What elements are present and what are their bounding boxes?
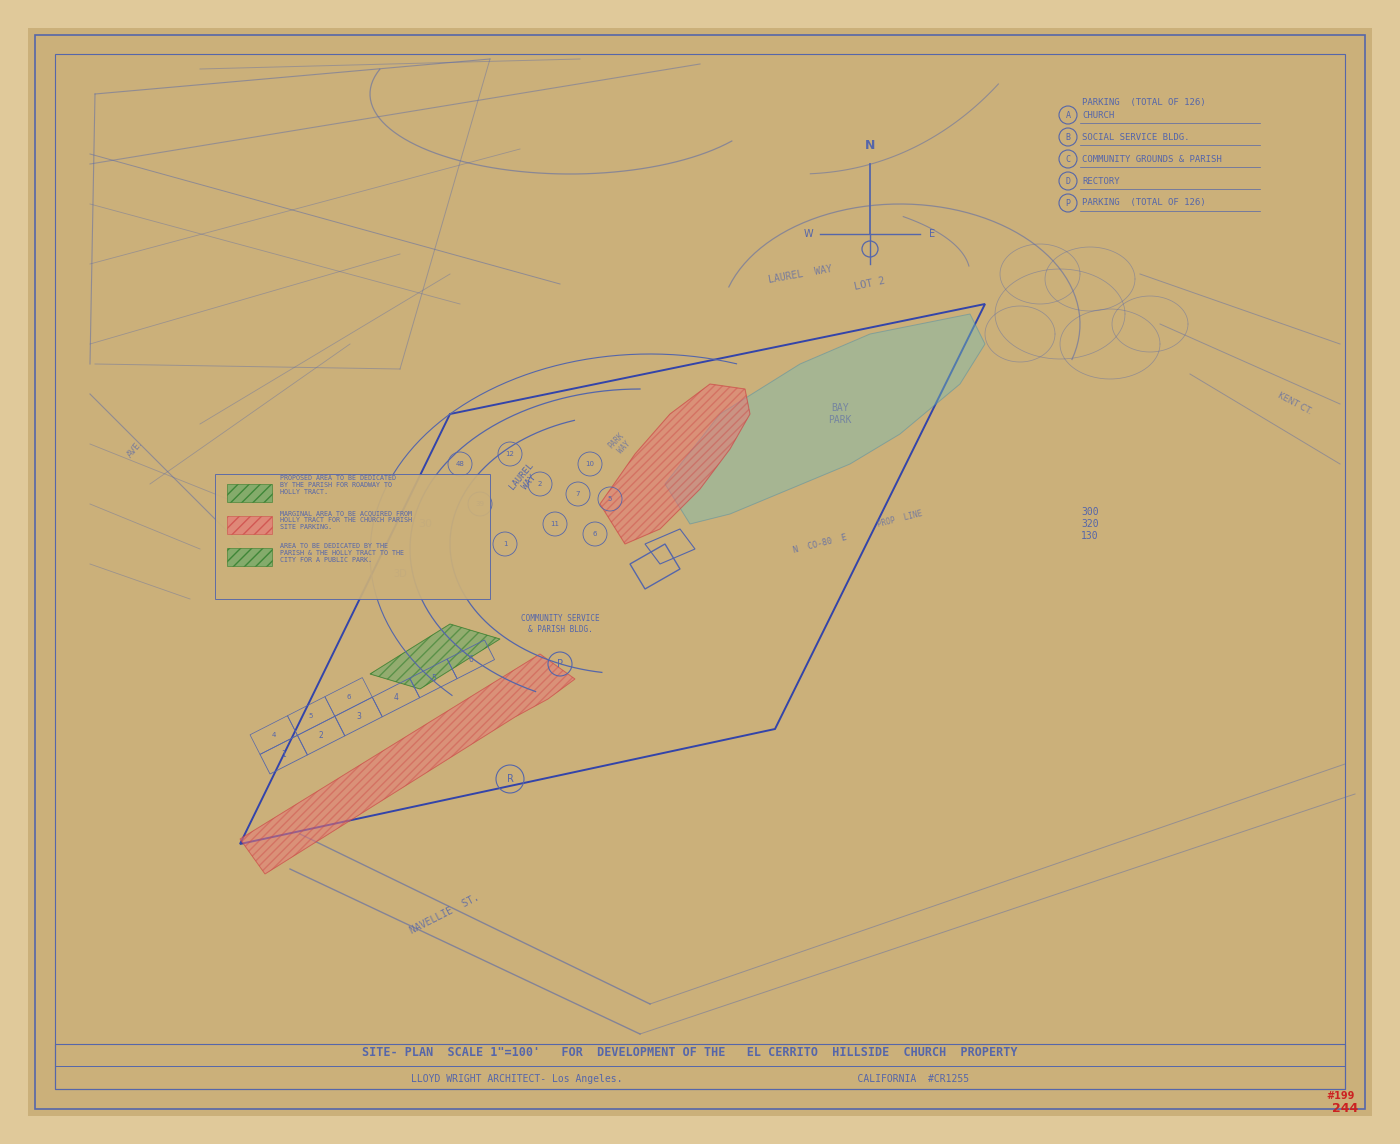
- Text: 5: 5: [309, 713, 314, 718]
- Text: SOCIAL SERVICE BLDG.: SOCIAL SERVICE BLDG.: [1082, 133, 1190, 142]
- Text: 5: 5: [608, 496, 612, 502]
- Text: LAUREL  WAY: LAUREL WAY: [767, 263, 833, 285]
- Text: 1: 1: [281, 750, 286, 760]
- Text: BAY
PARK: BAY PARK: [829, 403, 851, 424]
- Text: 3D: 3D: [393, 569, 407, 579]
- Text: MARGINAL AREA TO BE ACQUIRED FROM
HOLLY TRACT FOR THE CHURCH PARISH
SITE PARKING: MARGINAL AREA TO BE ACQUIRED FROM HOLLY …: [280, 510, 412, 530]
- Text: #199: #199: [1327, 1091, 1355, 1101]
- Text: 244: 244: [1331, 1102, 1358, 1114]
- Text: 12: 12: [505, 451, 514, 456]
- Text: LLOYD WRIGHT ARCHITECT- Los Angeles.                                        CALI: LLOYD WRIGHT ARCHITECT- Los Angeles. CAL…: [412, 1074, 969, 1085]
- Text: 7: 7: [575, 491, 580, 496]
- Polygon shape: [665, 313, 986, 524]
- Polygon shape: [227, 548, 272, 566]
- Text: P: P: [1065, 199, 1071, 207]
- Polygon shape: [28, 27, 1372, 1117]
- Text: N: N: [865, 140, 875, 152]
- Text: R: R: [507, 774, 514, 784]
- Text: 6: 6: [469, 654, 473, 664]
- Text: 6: 6: [346, 694, 351, 700]
- Text: 1: 1: [503, 541, 507, 547]
- Text: KENT CT.: KENT CT.: [1277, 391, 1313, 416]
- Text: 30: 30: [419, 519, 433, 529]
- Text: RECTORY: RECTORY: [1082, 176, 1120, 185]
- Text: 3: 3: [356, 712, 361, 721]
- Text: D: D: [1065, 176, 1071, 185]
- Text: A: A: [1065, 111, 1071, 119]
- Text: PROPOSED AREA TO BE DEDICATED
BY THE PARISH FOR ROADWAY TO
HOLLY TRACT.: PROPOSED AREA TO BE DEDICATED BY THE PAR…: [280, 475, 396, 495]
- Text: 4: 4: [393, 693, 399, 702]
- Text: PARKING  (TOTAL OF 126): PARKING (TOTAL OF 126): [1082, 97, 1205, 106]
- Text: 2: 2: [319, 731, 323, 740]
- Text: 4: 4: [272, 732, 276, 738]
- Polygon shape: [239, 654, 575, 874]
- Text: 48: 48: [455, 461, 465, 467]
- Text: 11: 11: [550, 521, 560, 527]
- Text: C: C: [1065, 154, 1071, 164]
- Text: 5: 5: [431, 674, 435, 683]
- Text: B: B: [1065, 133, 1071, 142]
- Text: LAUREL
WAY: LAUREL WAY: [507, 460, 543, 498]
- Text: AREA TO BE DEDICATED BY THE
PARISH & THE HOLLY TRACT TO THE
CITY FOR A PUBLIC PA: AREA TO BE DEDICATED BY THE PARISH & THE…: [280, 543, 405, 563]
- Text: AVE.: AVE.: [126, 439, 144, 459]
- Text: 2: 2: [538, 480, 542, 487]
- Text: COMMUNITY GROUNDS & PARISH: COMMUNITY GROUNDS & PARISH: [1082, 154, 1222, 164]
- Text: N  CO-80  E: N CO-80 E: [792, 533, 848, 555]
- Text: W: W: [804, 229, 813, 239]
- Text: 10: 10: [585, 461, 595, 467]
- Text: PARKING  (TOTAL OF 126): PARKING (TOTAL OF 126): [1082, 199, 1205, 207]
- Text: PARK
WAY: PARK WAY: [606, 430, 633, 458]
- Text: CHURCH: CHURCH: [1082, 111, 1114, 119]
- Text: PROP  LINE: PROP LINE: [876, 509, 924, 529]
- Polygon shape: [370, 623, 500, 689]
- Text: NAVELLIE  ST.: NAVELLIE ST.: [409, 892, 482, 936]
- Polygon shape: [227, 516, 272, 534]
- Text: LOT 2: LOT 2: [854, 276, 886, 292]
- Polygon shape: [601, 384, 750, 545]
- Text: 39: 39: [476, 501, 484, 507]
- Polygon shape: [216, 474, 490, 599]
- Text: COMMUNITY SERVICE
& PARISH BLDG.: COMMUNITY SERVICE & PARISH BLDG.: [521, 614, 599, 634]
- Text: P: P: [557, 659, 563, 669]
- Text: SITE- PLAN  SCALE 1"=100'   FOR  DEVELOPMENT OF THE   EL CERRITO  HILLSIDE  CHUR: SITE- PLAN SCALE 1"=100' FOR DEVELOPMENT…: [363, 1047, 1018, 1059]
- Text: 6: 6: [592, 531, 598, 537]
- Polygon shape: [227, 484, 272, 502]
- Text: E: E: [930, 229, 935, 239]
- Text: 300
320
130: 300 320 130: [1081, 508, 1099, 541]
